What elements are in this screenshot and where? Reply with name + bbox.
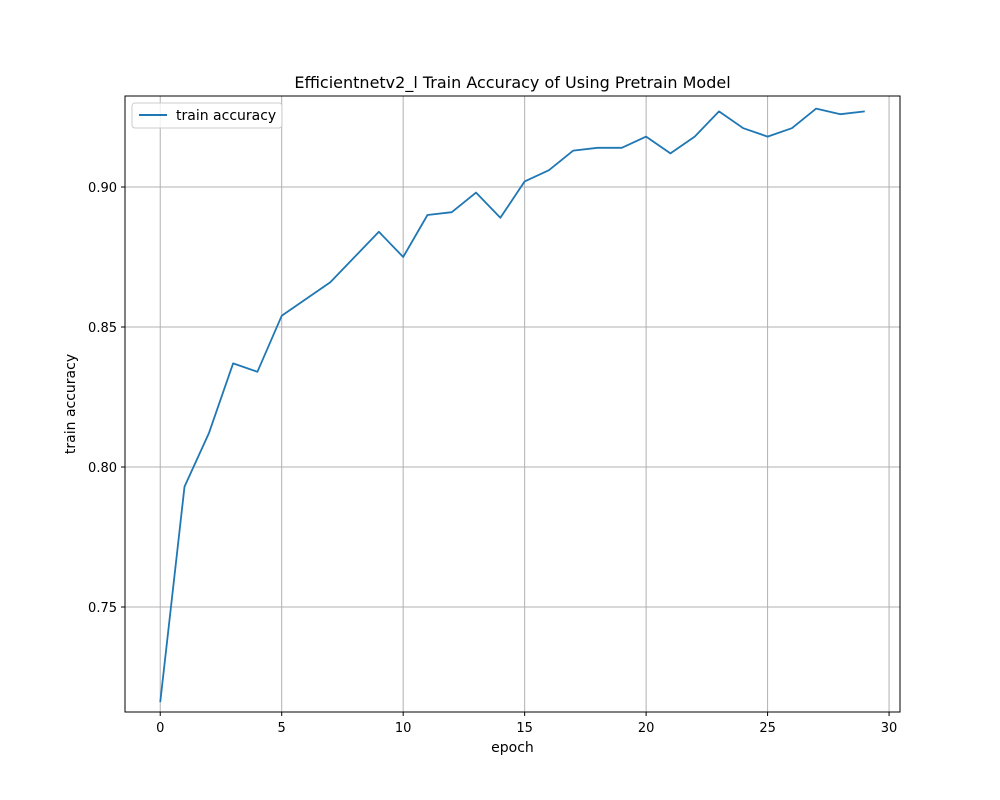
chart-title: Efficientnetv2_l Train Accuracy of Using… [294,73,730,93]
y-axis-label: train accuracy [63,354,79,454]
x-tick-label: 20 [638,721,655,736]
x-tick-label: 0 [156,721,164,736]
series-layer [159,107,865,703]
axis-ticks: 0 5 10 15 20 25 30 0.75 0.80 0.85 0.90 [88,181,897,736]
legend-box [131,102,283,129]
legend: train accuracy [131,102,283,129]
x-tick-label: 5 [278,721,286,736]
grid-lines [125,96,900,712]
x-tick-label: 10 [395,721,412,736]
y-tick-label: 0.75 [88,601,117,616]
x-tick-label: 30 [881,721,898,736]
x-axis-label: epoch [491,740,534,756]
legend-label: train accuracy [176,108,276,124]
series-line-train-accuracy [159,107,865,703]
x-tick-label: 15 [516,721,533,736]
plot-area-frame [124,95,901,713]
y-tick-label: 0.90 [88,181,117,196]
x-tick-label: 25 [759,721,776,736]
y-tick-label: 0.80 [88,461,117,476]
y-tick-label: 0.85 [88,321,117,336]
